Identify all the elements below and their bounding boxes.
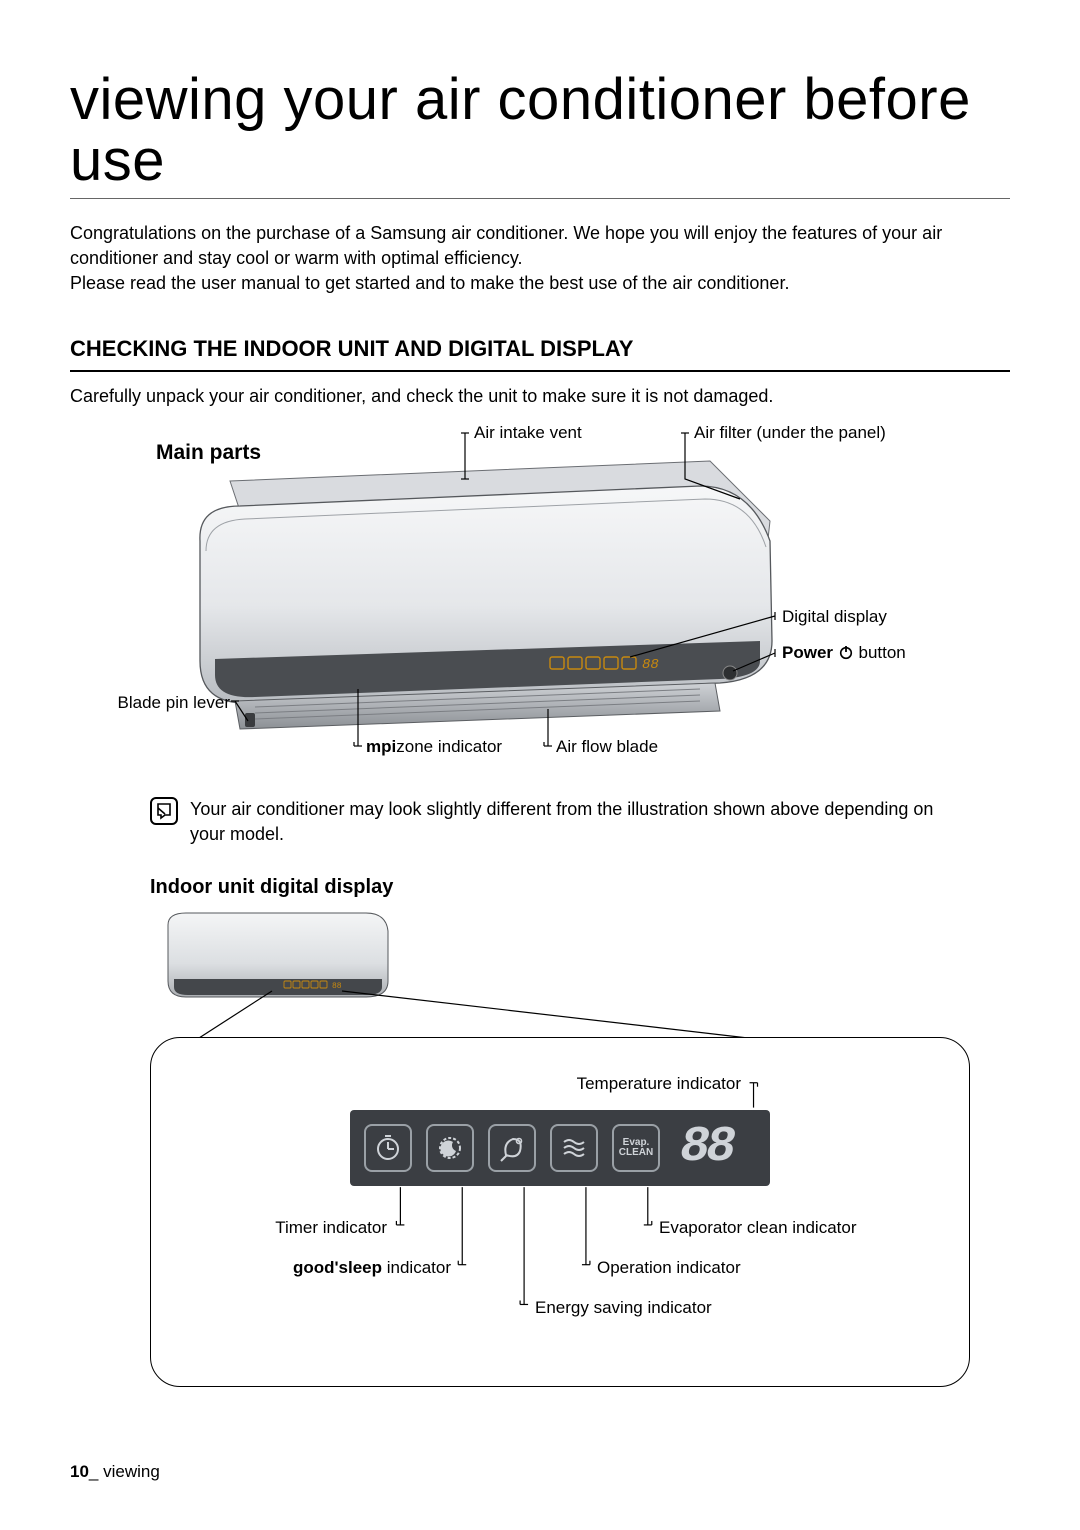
callout-digital-display: Digital display — [782, 607, 887, 627]
callout-power-rest: button — [859, 643, 906, 662]
footer-sep: _ — [89, 1462, 103, 1481]
callout-air-flow: Air flow blade — [556, 737, 658, 757]
section-heading: CHECKING THE INDOOR UNIT AND DIGITAL DIS… — [70, 336, 1010, 372]
note-row: Your air conditioner may look slightly d… — [150, 797, 1010, 846]
operation-icon — [550, 1124, 598, 1172]
label-timer: Timer indicator — [261, 1218, 387, 1238]
ac-unit-illustration: 88 — [160, 451, 790, 761]
footer-page-number: 10 — [70, 1462, 89, 1481]
main-parts-diagram: Main parts — [130, 421, 1010, 781]
label-goodsleep-rest: indicator — [382, 1258, 451, 1277]
callout-mpi-mid: zone — [396, 737, 433, 756]
callout-mpi-rest: indicator — [433, 737, 502, 756]
mini-ac-unit: 88 — [156, 907, 396, 1017]
callout-power-bold: Power — [782, 643, 833, 662]
page-title: viewing your air conditioner before use — [70, 70, 1010, 199]
footer-text: viewing — [103, 1462, 160, 1481]
callout-mpizone: mpizone indicator — [366, 737, 502, 757]
intro-block: Congratulations on the purchase of a Sam… — [70, 221, 1010, 297]
label-operation: Operation indicator — [597, 1258, 741, 1278]
svg-text:88: 88 — [642, 657, 659, 673]
zoom-leaders — [151, 1038, 969, 1386]
callout-power: Power button — [782, 643, 906, 663]
display-zoom-box: Evap. CLEAN 88 — [150, 1037, 970, 1387]
indoor-display-figure: 88 Evap. CLEAN 88 — [150, 907, 970, 1397]
energy-saving-icon — [488, 1124, 536, 1172]
callout-blade-pin: Blade pin lever — [110, 693, 230, 713]
svg-text:88: 88 — [332, 982, 342, 991]
intro-line-1: Congratulations on the purchase of a Sam… — [70, 221, 1010, 271]
page-footer: 10_ viewing — [70, 1462, 160, 1482]
evap-clean-icon: Evap. CLEAN — [612, 1124, 660, 1172]
label-goodsleep: good'sleep indicator — [261, 1258, 451, 1278]
label-temperature: Temperature indicator — [577, 1074, 741, 1094]
callout-air-filter: Air filter (under the panel) — [694, 423, 886, 443]
power-icon — [838, 644, 854, 660]
label-energy: Energy saving indicator — [535, 1298, 712, 1318]
display-strip: Evap. CLEAN 88 — [350, 1110, 770, 1186]
indoor-display-heading: Indoor unit digital display — [150, 876, 1010, 899]
evap-bottom: CLEAN — [619, 1148, 653, 1158]
label-evap-clean: Evaporator clean indicator — [659, 1218, 857, 1238]
temperature-segment: 88 — [680, 1119, 732, 1176]
note-icon — [150, 797, 178, 825]
label-goodsleep-bold: good'sleep — [293, 1258, 382, 1277]
section-body: Carefully unpack your air conditioner, a… — [70, 386, 1010, 407]
timer-icon — [364, 1124, 412, 1172]
callout-mpi-bold: mpi — [366, 737, 396, 756]
note-text: Your air conditioner may look slightly d… — [190, 797, 970, 846]
callout-air-intake: Air intake vent — [474, 423, 582, 443]
intro-line-2: Please read the user manual to get start… — [70, 271, 1010, 296]
goodsleep-icon — [426, 1124, 474, 1172]
